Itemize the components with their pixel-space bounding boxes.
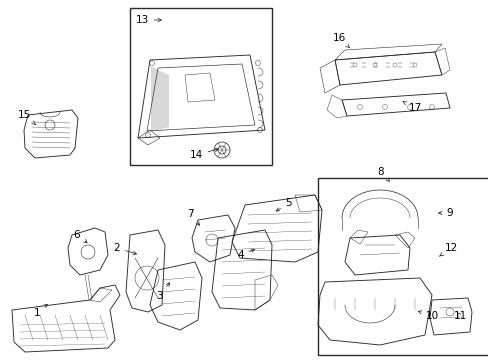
Text: 16: 16 xyxy=(332,33,349,48)
Text: 7: 7 xyxy=(186,209,199,225)
Text: 8: 8 xyxy=(377,167,388,181)
Text: 14: 14 xyxy=(189,148,218,160)
Text: 3: 3 xyxy=(155,283,169,301)
Text: 10: 10 xyxy=(418,311,438,321)
Text: 5: 5 xyxy=(276,198,292,211)
Text: 2: 2 xyxy=(113,243,136,255)
Bar xyxy=(130,8,271,165)
Text: 1: 1 xyxy=(34,304,47,318)
Bar xyxy=(317,178,488,355)
Text: 17: 17 xyxy=(402,102,421,113)
Text: 12: 12 xyxy=(438,243,457,256)
Text: 6: 6 xyxy=(74,230,87,243)
Text: 9: 9 xyxy=(438,208,452,218)
Text: 15: 15 xyxy=(18,110,36,125)
Text: 4: 4 xyxy=(237,249,254,260)
Text: 13: 13 xyxy=(135,15,161,25)
Text: 11: 11 xyxy=(452,311,466,321)
